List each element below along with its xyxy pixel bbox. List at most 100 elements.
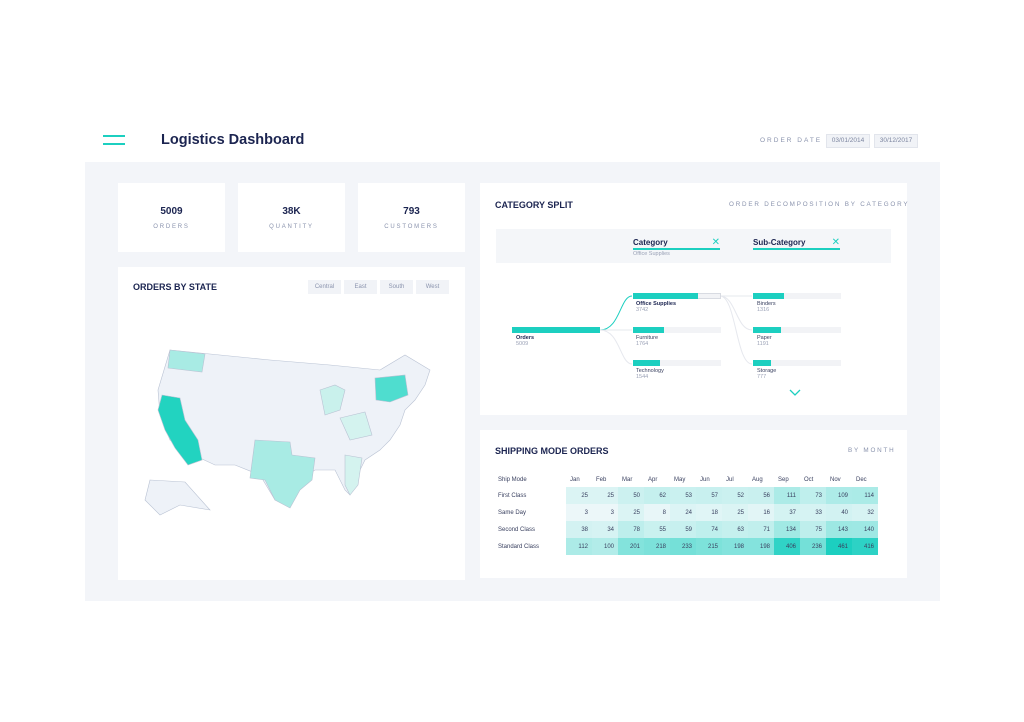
- heatmap-cell[interactable]: 3: [566, 504, 592, 521]
- heatmap-cell[interactable]: 416: [852, 538, 878, 555]
- heatmap-cell[interactable]: 18: [696, 504, 722, 521]
- chevron-down-icon[interactable]: [789, 389, 801, 397]
- orders-by-state-title: ORDERS BY STATE: [133, 282, 218, 292]
- close-icon[interactable]: ✕: [831, 237, 840, 248]
- column-header-month: Apr: [648, 477, 658, 483]
- kpi-label: QUANTITY: [269, 224, 314, 230]
- node-bar-storage[interactable]: [753, 360, 771, 366]
- heatmap-cell[interactable]: 140: [852, 521, 878, 538]
- date-from-input[interactable]: 03/01/2014: [826, 134, 870, 148]
- heatmap-cell[interactable]: 38: [566, 521, 592, 538]
- node-bar-furniture[interactable]: [633, 327, 664, 333]
- heatmap-cell[interactable]: 16: [748, 504, 774, 521]
- state-florida[interactable]: [344, 454, 363, 496]
- order-date-label: ORDER DATE: [760, 137, 823, 144]
- heatmap-cell[interactable]: 75: [800, 521, 826, 538]
- heatmap-cell[interactable]: 3: [592, 504, 618, 521]
- heatmap-cell[interactable]: 25: [566, 487, 592, 504]
- column-header-ship-mode: Ship Mode: [498, 477, 527, 483]
- heatmap-cell[interactable]: 215: [696, 538, 722, 555]
- state-alaska[interactable]: [144, 479, 211, 516]
- kpi-label: ORDERS: [153, 224, 190, 230]
- region-filter-south[interactable]: South: [380, 280, 413, 294]
- heatmap-cell[interactable]: 8: [644, 504, 670, 521]
- heatmap-cell[interactable]: 25: [618, 504, 644, 521]
- heatmap-cell[interactable]: 59: [670, 521, 696, 538]
- heatmap-cell[interactable]: 71: [748, 521, 774, 538]
- heatmap-cell[interactable]: 73: [800, 487, 826, 504]
- us-state-map[interactable]: [140, 340, 440, 530]
- heatmap-cell[interactable]: 50: [618, 487, 644, 504]
- heatmap-cell[interactable]: 78: [618, 521, 644, 538]
- node-bar-binders[interactable]: [753, 293, 784, 299]
- heatmap-cell[interactable]: 236: [800, 538, 826, 555]
- heatmap-cell[interactable]: 111: [774, 487, 800, 504]
- decomposition-header: [496, 229, 891, 263]
- heatmap-cell[interactable]: 53: [670, 487, 696, 504]
- heatmap-cell[interactable]: 100: [592, 538, 618, 555]
- state-virginia[interactable]: [339, 411, 373, 441]
- heatmap-cell[interactable]: 233: [670, 538, 696, 555]
- heatmap-cell[interactable]: 56: [748, 487, 774, 504]
- column-header-month: May: [674, 477, 686, 483]
- state-texas[interactable]: [249, 439, 316, 509]
- level-label: Category: [633, 238, 668, 247]
- kpi-value: 38K: [282, 206, 301, 217]
- level-selected: Office Supplies: [633, 251, 670, 257]
- page-title: Logistics Dashboard: [161, 132, 305, 148]
- table-row: Second Class 38 34 78 55 59 74 63 71 134 75 143 140: [496, 521, 878, 538]
- level-category[interactable]: Category ✕: [633, 237, 720, 250]
- node-bar-office-supplies[interactable]: [633, 293, 698, 299]
- shipping-heatmap-table: Ship Mode Jan Feb Mar Apr May Jun Jul Aug Sep Oct N…: [496, 473, 878, 555]
- heatmap-cell[interactable]: 52: [722, 487, 748, 504]
- heatmap-cell[interactable]: 461: [826, 538, 852, 555]
- level-subcategory[interactable]: Sub-Category ✕: [753, 237, 840, 250]
- heatmap-cell[interactable]: 37: [774, 504, 800, 521]
- kpi-value: 5009: [160, 206, 183, 217]
- node-track: [753, 327, 841, 333]
- heatmap-cell[interactable]: 198: [748, 538, 774, 555]
- heatmap-cell[interactable]: 32: [852, 504, 878, 521]
- date-to-input[interactable]: 30/12/2017: [874, 134, 918, 148]
- state-michigan[interactable]: [319, 384, 346, 416]
- heatmap-cell[interactable]: 33: [800, 504, 826, 521]
- heatmap-cell[interactable]: 24: [670, 504, 696, 521]
- region-filter-central[interactable]: Central: [308, 280, 341, 294]
- heatmap-cell[interactable]: 25: [592, 487, 618, 504]
- heatmap-cell[interactable]: 198: [722, 538, 748, 555]
- heatmap-cell[interactable]: 34: [592, 521, 618, 538]
- category-split-subtitle: ORDER DECOMPOSITION BY CATEGORY: [729, 201, 910, 208]
- node-bar-paper[interactable]: [753, 327, 781, 333]
- heatmap-cell[interactable]: 74: [696, 521, 722, 538]
- node-bar-technology[interactable]: [633, 360, 660, 366]
- kpi-value: 793: [403, 206, 420, 217]
- state-new-york[interactable]: [374, 374, 409, 403]
- region-filter-west[interactable]: West: [416, 280, 449, 294]
- heatmap-cell[interactable]: 109: [826, 487, 852, 504]
- row-header: Second Class: [498, 526, 536, 533]
- heatmap-cell[interactable]: 134: [774, 521, 800, 538]
- heatmap-cell[interactable]: 62: [644, 487, 670, 504]
- state-california[interactable]: [157, 394, 203, 466]
- heatmap-cell[interactable]: 114: [852, 487, 878, 504]
- row-header: Standard Class: [498, 543, 540, 550]
- kpi-quantity: 38K QUANTITY: [238, 183, 345, 252]
- state-washington[interactable]: [167, 349, 206, 373]
- close-icon[interactable]: ✕: [711, 237, 720, 248]
- heatmap-cell[interactable]: 112: [566, 538, 592, 555]
- table-row: Standard Class 112 100 201 218 233 215 198 198 40…: [496, 538, 878, 555]
- heatmap-cell[interactable]: 63: [722, 521, 748, 538]
- heatmap-cell[interactable]: 406: [774, 538, 800, 555]
- hamburger-menu-icon[interactable]: [103, 135, 125, 147]
- heatmap-cell[interactable]: 201: [618, 538, 644, 555]
- heatmap-cell[interactable]: 25: [722, 504, 748, 521]
- heatmap-cell[interactable]: 218: [644, 538, 670, 555]
- heatmap-cell[interactable]: 40: [826, 504, 852, 521]
- node-paper: Paper 1191: [757, 335, 772, 347]
- region-filter-east[interactable]: East: [344, 280, 377, 294]
- heatmap-cell[interactable]: 57: [696, 487, 722, 504]
- node-bar-orders[interactable]: [512, 327, 600, 333]
- heatmap-cell[interactable]: 143: [826, 521, 852, 538]
- heatmap-cell[interactable]: 55: [644, 521, 670, 538]
- node-office-supplies: Office Supplies 3742: [636, 301, 677, 313]
